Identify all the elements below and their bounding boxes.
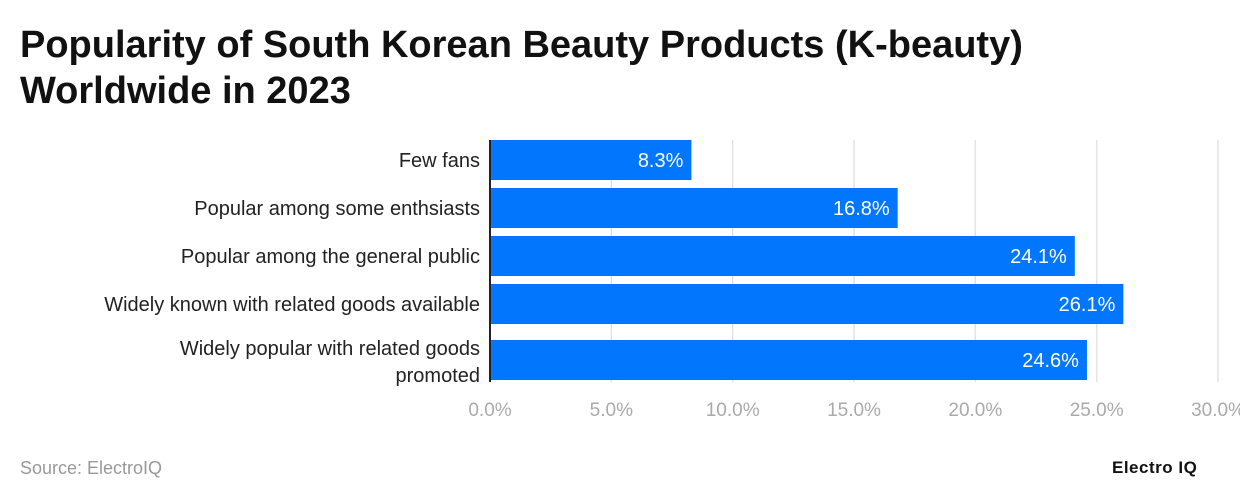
x-tick-label: 5.0% [590, 400, 633, 421]
category-label: promoted [396, 365, 481, 387]
category-label: Popular among the general public [181, 246, 480, 268]
x-tick-label: 30.0% [1191, 400, 1240, 421]
data-label: 24.6% [1022, 350, 1079, 372]
bar [490, 140, 692, 180]
data-label: 24.1% [1010, 246, 1067, 268]
source-note: Source: ElectroIQ [20, 458, 163, 478]
category-label: Few fans [399, 150, 480, 172]
category-label: Widely popular with related goods [180, 338, 480, 360]
bar [490, 188, 898, 228]
x-tick-label: 15.0% [827, 400, 881, 421]
data-label: 8.3% [638, 150, 684, 172]
bar [490, 284, 1124, 324]
bar [490, 340, 1087, 380]
x-tick-label: 10.0% [706, 400, 760, 421]
bar [490, 236, 1075, 276]
chart-title: Popularity of South Korean Beauty Produc… [20, 24, 1023, 112]
category-label: Widely known with related goods availabl… [104, 294, 480, 316]
x-tick-label: 0.0% [468, 400, 511, 421]
category-label: Popular among some enthsiasts [194, 198, 480, 220]
brand-logo: Electro IQ [1112, 458, 1198, 477]
data-label: 26.1% [1059, 294, 1116, 316]
data-label: 16.8% [833, 198, 890, 220]
x-tick-label: 25.0% [1070, 400, 1124, 421]
x-tick-label: 20.0% [948, 400, 1002, 421]
